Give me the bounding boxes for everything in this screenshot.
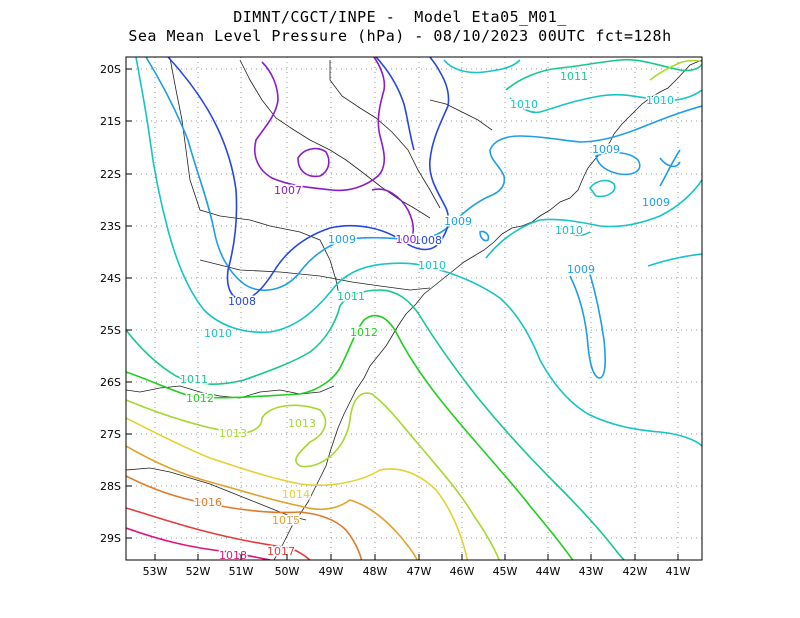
coastline — [126, 57, 702, 560]
contour-label-1008: 1008 — [228, 295, 256, 308]
isobar-1015 — [126, 445, 419, 560]
contour-label-1009: 1009 — [592, 143, 620, 156]
x-tick-label: 49W — [319, 565, 344, 578]
x-tick-label: 47W — [407, 565, 432, 578]
y-tick-label: 21S — [100, 115, 121, 128]
contour-label-1011: 1011 — [560, 70, 588, 83]
isobar-1013 — [126, 392, 501, 560]
contour-label-1011: 1011 — [180, 373, 208, 386]
contour-label-1007: 1007 — [274, 184, 302, 197]
border-path — [199, 259, 431, 291]
y-tick-label: 25S — [100, 324, 121, 337]
contour-label-1009: 1009 — [444, 215, 472, 228]
contour-label-1011: 1011 — [337, 290, 365, 303]
isobar-1010 — [135, 57, 702, 447]
title-line-2: Sea Mean Level Pressure (hPa) - 08/10/20… — [128, 27, 672, 45]
x-tick-label: 50W — [275, 565, 300, 578]
contour-label-1009: 1009 — [328, 233, 356, 246]
contour-label-1014: 1014 — [282, 488, 310, 501]
x-tick-label: 52W — [186, 565, 211, 578]
title-line-1: DIMNT/CGCT/INPE - Model Eta05_M01_ — [233, 8, 567, 26]
isobar-1009-s — [569, 273, 606, 379]
contour-label-1012: 1012 — [350, 326, 378, 339]
isobar-1007-loop — [297, 147, 330, 178]
isobar-1009-ne — [659, 149, 681, 187]
axes: 53W 52W 51W 50W 49W 48W 47W 46W 45W 44W 43W 42W 41W 2… — [100, 63, 691, 578]
contour-label-1009: 1009 — [642, 196, 670, 209]
isobar-1012 — [126, 314, 574, 560]
isobar-1017 — [126, 507, 312, 560]
map-frame — [125, 56, 703, 561]
x-tick-label: 41W — [666, 565, 691, 578]
isobar-1011 — [126, 289, 626, 560]
contour-label-1013: 1013 — [219, 427, 247, 440]
isobar-1014 — [126, 417, 469, 560]
contour-labels: 1011 1010 1010 1009 1009 1007 1009 1009 1010 1008… — [179, 69, 676, 561]
isobar-1018 — [126, 527, 275, 560]
isobar-1007-s — [371, 188, 415, 243]
isobar-1010-loop — [509, 89, 702, 114]
contour-label-1015: 1015 — [272, 514, 300, 527]
x-tick-label: 45W — [493, 565, 518, 578]
isobar-1008 — [167, 57, 450, 301]
y-tick-label: 29S — [100, 532, 121, 545]
x-tick-label: 53W — [143, 565, 168, 578]
y-tick-label: 20S — [100, 63, 121, 76]
x-tick-label: 48W — [363, 565, 388, 578]
isobar-1009 — [145, 57, 702, 292]
border-path — [169, 57, 341, 301]
contour-label-1013: 1013 — [288, 417, 316, 430]
x-tick-label: 44W — [536, 565, 561, 578]
x-tick-label: 46W — [450, 565, 475, 578]
isobar-1016 — [126, 475, 363, 560]
x-tick-label: 51W — [229, 565, 254, 578]
contour-label-1017: 1017 — [267, 545, 295, 558]
y-tick-label: 27S — [100, 428, 121, 441]
contour-label-1010: 1010 — [510, 98, 538, 111]
contour-label-1010: 1010 — [555, 224, 583, 237]
y-tick-label: 28S — [100, 480, 121, 493]
contour-label-1016: 1016 — [194, 496, 222, 509]
contour-label-1008: 1008 — [414, 234, 442, 247]
contour-label-1010: 1010 — [646, 94, 674, 107]
y-tick-label: 22S — [100, 168, 121, 181]
contour-label-1009: 1009 — [567, 263, 595, 276]
isobar-1008-w — [375, 57, 415, 151]
isobar-1009-ring2 — [479, 230, 490, 242]
isobars — [126, 57, 702, 560]
border-path — [239, 59, 431, 219]
y-tick-label: 24S — [100, 272, 121, 285]
coastline-path — [273, 59, 702, 560]
contour-label-100: 100 — [396, 233, 417, 246]
x-tick-label: 42W — [623, 565, 648, 578]
border-path — [429, 99, 493, 131]
y-tick-label: 26S — [100, 376, 121, 389]
contour-label-1012: 1012 — [186, 392, 214, 405]
border-path — [126, 385, 335, 399]
x-tick-label: 43W — [579, 565, 604, 578]
isobar-1010-ring — [588, 179, 616, 198]
isobar-1010-south — [559, 227, 702, 267]
isobar-1011-ne — [649, 59, 702, 81]
contour-label-1010: 1010 — [204, 327, 232, 340]
border-path — [329, 60, 441, 209]
contour-label-1010: 1010 — [418, 259, 446, 272]
isobar-1010-east — [485, 179, 702, 259]
isobar-1011-east — [505, 58, 702, 91]
y-tick-label: 23S — [100, 220, 121, 233]
isobar-1007 — [254, 57, 386, 192]
isobar-1010-north — [443, 59, 521, 74]
